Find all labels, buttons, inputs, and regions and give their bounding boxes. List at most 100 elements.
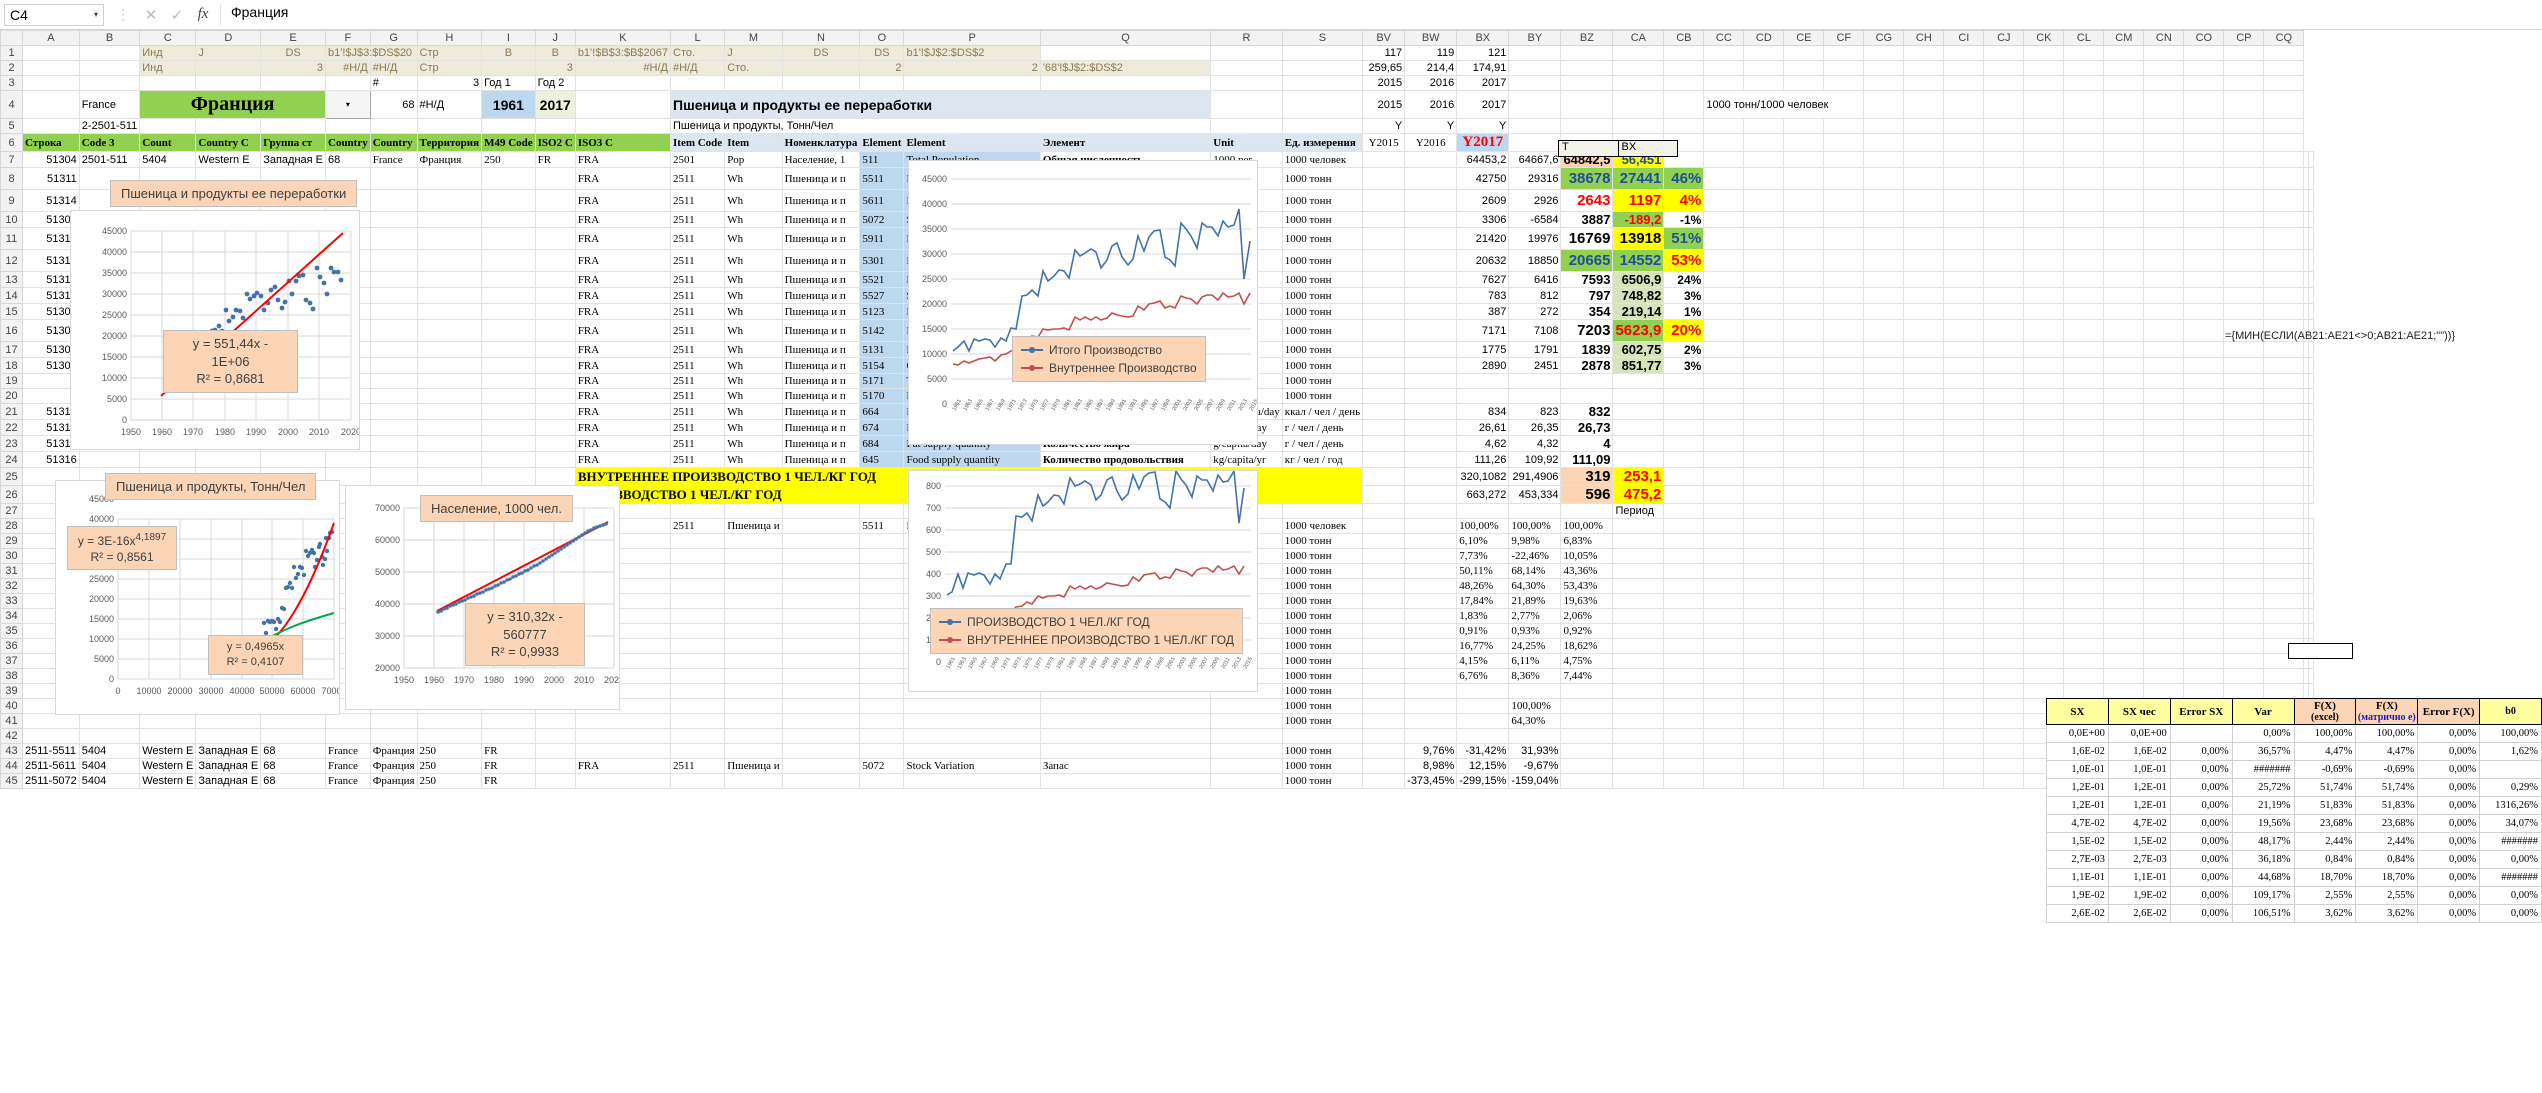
empty-cell[interactable] [2143, 403, 2185, 420]
cell-biso3-43[interactable]: FR [481, 743, 536, 759]
row-header-40[interactable]: 40 [0, 698, 23, 714]
cell-b5-code[interactable]: 2-2501-511 [78, 118, 141, 134]
cell-h1[interactable]: Стр [416, 45, 483, 61]
cell-nomen-14[interactable]: Пшеница и п [781, 287, 861, 304]
cell-elcode-16[interactable]: 5142 [859, 319, 905, 342]
cell-bw-10[interactable]: -6584 [1508, 211, 1562, 228]
empty-cell[interactable] [1663, 518, 1705, 534]
cell-period-label[interactable]: Период [1612, 503, 1665, 519]
sx-cell-r1-c0[interactable]: 1,6E-02 [2046, 742, 2109, 761]
cell-bv-17[interactable]: 1775 [1456, 341, 1510, 358]
cell-pct3-32[interactable]: 53,43% [1560, 578, 1614, 594]
cell-bz-23[interactable] [1663, 435, 1705, 452]
row-header-39[interactable]: 39 [0, 683, 23, 699]
cell-iso3-14[interactable]: FRA [574, 287, 672, 304]
empty-cell[interactable] [1823, 118, 1865, 134]
cell-pct1-28[interactable]: 100,00% [1456, 518, 1510, 534]
cell-pct-pad-40[interactable] [781, 698, 861, 714]
column-header-i[interactable]: I [481, 30, 536, 46]
cell-bv1[interactable]: 117 [1362, 45, 1406, 61]
empty-cell[interactable] [2103, 118, 2145, 134]
empty-cell[interactable] [2183, 548, 2225, 564]
cell-bw-13[interactable]: 6416 [1508, 271, 1562, 288]
empty-cell[interactable] [1943, 319, 1985, 342]
empty-cell[interactable] [2183, 419, 2225, 436]
empty-cell[interactable] [1703, 698, 1745, 714]
empty-cell[interactable] [2063, 593, 2105, 609]
cell-bz-21[interactable] [1663, 403, 1705, 420]
empty-cell[interactable] [1943, 227, 1985, 250]
column-header-cl[interactable]: CL [2063, 30, 2105, 46]
empty-cell[interactable] [1663, 90, 1705, 119]
empty-cell[interactable] [1743, 403, 1785, 420]
empty-cell[interactable] [2063, 533, 2105, 549]
cell-by-12[interactable]: 14552 [1612, 249, 1665, 272]
empty-cell[interactable] [2143, 485, 2185, 504]
empty-cell[interactable] [1508, 45, 1562, 61]
empty-cell[interactable] [2308, 435, 2315, 452]
row-header-23[interactable]: 23 [0, 435, 23, 452]
empty-cell[interactable] [1703, 189, 1745, 212]
empty-cell[interactable] [1404, 638, 1458, 654]
hdr-y2017[interactable]: Y2017 [1456, 133, 1510, 152]
empty-cell[interactable] [1404, 373, 1458, 389]
empty-cell[interactable] [1703, 503, 1745, 519]
empty-cell[interactable] [2103, 373, 2145, 389]
empty-cell[interactable] [1456, 728, 1510, 744]
empty-cell[interactable] [2023, 249, 2065, 272]
empty-cell[interactable] [1362, 211, 1406, 228]
column-header-m[interactable]: M [724, 30, 783, 46]
empty-cell[interactable] [1903, 45, 1945, 61]
empty-cell[interactable] [1362, 451, 1406, 468]
empty-cell[interactable] [195, 75, 262, 91]
empty-cell[interactable] [1703, 608, 1745, 624]
cell-pct-pad-36[interactable] [724, 638, 783, 654]
cell-bx-10[interactable]: 3887 [1560, 211, 1614, 228]
cell-terr-10[interactable] [416, 211, 483, 228]
cell-pct-unit-41[interactable]: 1000 тонн [1281, 713, 1364, 729]
empty-cell[interactable] [2263, 435, 2305, 452]
sx-cell-r6-c1[interactable]: 1,5E-02 [2107, 832, 2171, 851]
cell-nomen-7[interactable]: Население, 1 [781, 151, 861, 168]
empty-cell[interactable] [2063, 548, 2105, 564]
empty-cell[interactable] [1663, 608, 1705, 624]
cell-unitru-12[interactable]: 1000 тонн [1281, 249, 1364, 272]
empty-cell[interactable] [481, 728, 536, 744]
cell-iso2-13[interactable] [534, 271, 576, 288]
empty-cell[interactable] [1362, 303, 1406, 320]
empty-cell[interactable] [1823, 167, 1865, 190]
empty-cell[interactable] [2063, 60, 2105, 76]
row-header-45[interactable]: 45 [0, 773, 23, 789]
empty-cell[interactable] [1983, 668, 2025, 684]
empty-cell[interactable] [1703, 151, 1745, 168]
cell-bz-8[interactable]: 46% [1663, 167, 1705, 190]
empty-cell[interactable] [1404, 249, 1458, 272]
empty-cell[interactable] [1863, 773, 1905, 789]
empty-cell[interactable] [139, 118, 197, 134]
empty-cell[interactable] [2183, 683, 2225, 699]
empty-cell[interactable] [2263, 533, 2305, 549]
empty-cell[interactable] [2263, 518, 2305, 534]
cell-by-20[interactable] [1612, 388, 1665, 404]
sx-cell-r0-c0[interactable]: 0,0E+00 [2046, 724, 2109, 743]
empty-cell[interactable] [325, 75, 371, 91]
hdr-0[interactable]: Count [139, 133, 197, 152]
sx-cell-r8-c3[interactable]: 44,68% [2231, 868, 2295, 887]
cell-terr-21[interactable] [416, 403, 483, 420]
empty-cell[interactable] [1612, 548, 1665, 564]
cell-pct-pad-39[interactable] [859, 683, 905, 699]
empty-cell[interactable] [1612, 683, 1665, 699]
cell-code-21[interactable]: 51317 [22, 403, 80, 420]
row-header-14[interactable]: 14 [0, 287, 23, 304]
empty-cell[interactable] [1823, 303, 1865, 320]
cell-year2[interactable]: 2017 [534, 90, 576, 119]
cell-code-11[interactable]: 51315 [22, 227, 80, 250]
empty-cell[interactable] [2263, 118, 2305, 134]
cell-itemen-18[interactable]: Wh [724, 357, 783, 374]
column-header-co[interactable]: CO [2183, 30, 2225, 46]
sx-cell-r10-c0[interactable]: 2,6E-02 [2046, 904, 2109, 923]
empty-cell[interactable] [2023, 668, 2065, 684]
sx-cell-r6-c4[interactable]: 2,44% [2293, 832, 2357, 851]
empty-cell[interactable] [1903, 373, 1945, 389]
cell-p28-elcode[interactable]: 5511 [859, 518, 905, 534]
